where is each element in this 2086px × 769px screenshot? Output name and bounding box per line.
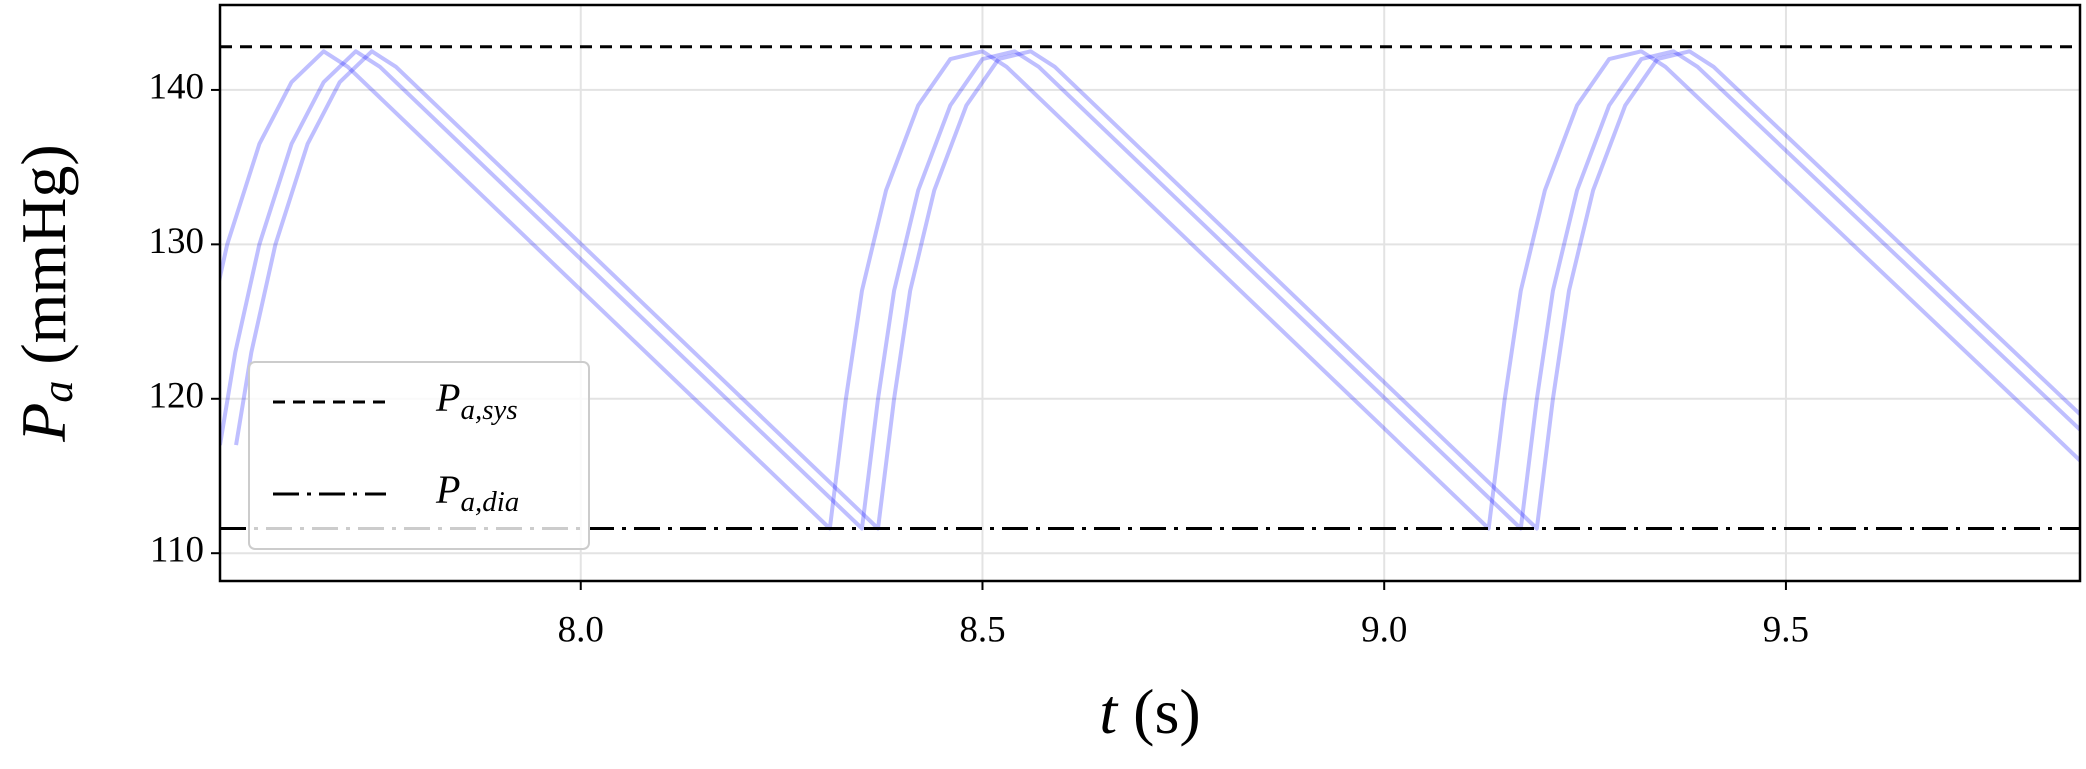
legend-sub: a,sys bbox=[460, 394, 517, 426]
x-tick-label: 9.0 bbox=[1361, 609, 1407, 650]
y-label-symbol: P bbox=[8, 403, 79, 443]
legend-sub: a,dia bbox=[460, 486, 519, 518]
x-tick-label: 8.5 bbox=[959, 609, 1005, 650]
x-tick-label: 8.0 bbox=[558, 609, 604, 650]
legend-label: Pa,dia bbox=[435, 467, 519, 517]
x-tick-label: 9.5 bbox=[1763, 609, 1809, 650]
y-label-sub: a bbox=[33, 381, 82, 403]
y-tick-label: 120 bbox=[149, 375, 205, 416]
y-label-unit: (mmHg) bbox=[8, 144, 79, 364]
x-label-symbol: t bbox=[1099, 676, 1119, 747]
legend-label: Pa,sys bbox=[435, 375, 518, 425]
trace-line bbox=[220, 49, 2080, 531]
trace-line bbox=[234, 49, 2080, 531]
trace-line bbox=[220, 49, 2080, 531]
legend-symbol: P bbox=[435, 467, 460, 512]
plot-frame bbox=[218, 3, 2082, 583]
x-axis-label: t (s) bbox=[1099, 676, 1200, 747]
y-tick-label: 130 bbox=[149, 221, 205, 262]
legend-symbol: P bbox=[435, 375, 460, 420]
y-tick-label: 110 bbox=[150, 530, 204, 571]
y-tick-label: 140 bbox=[149, 66, 205, 107]
x-label-unit: (s) bbox=[1133, 676, 1201, 747]
y-axis-label: Pa (mmHg) bbox=[8, 144, 82, 443]
legend-box bbox=[248, 361, 590, 550]
